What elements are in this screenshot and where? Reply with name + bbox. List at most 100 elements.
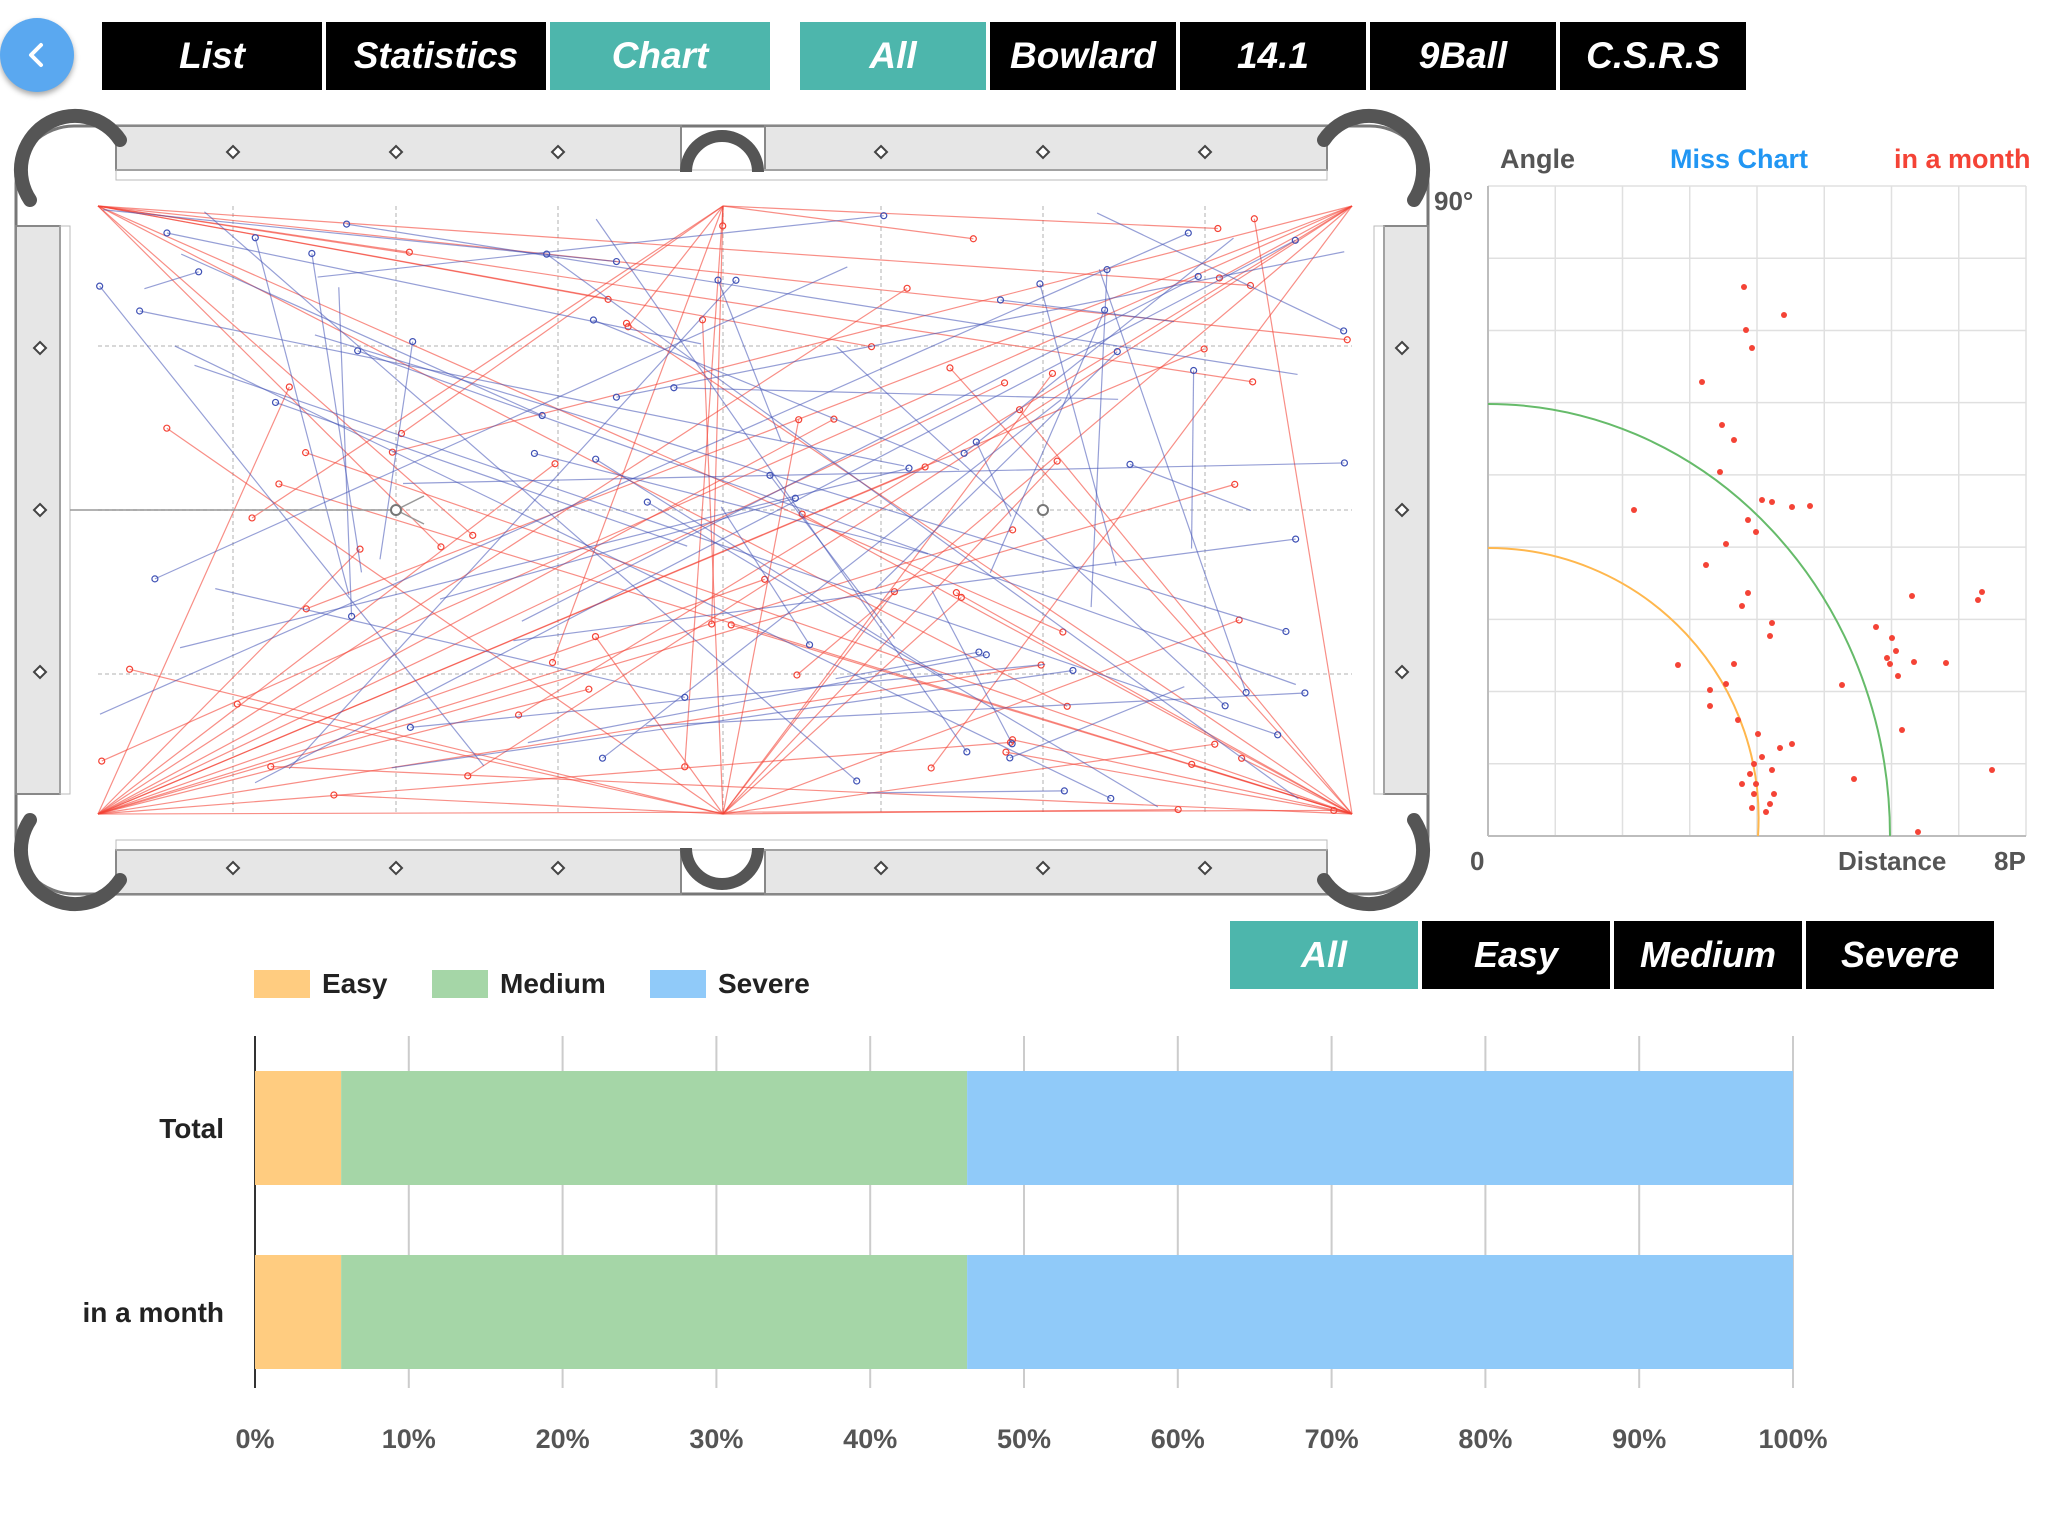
tab-bowlard[interactable]: Bowlard	[990, 22, 1176, 90]
ball-position-red	[624, 323, 632, 331]
ball-position-red	[548, 658, 557, 667]
shot-line-blue	[317, 215, 884, 278]
shot-line-blue	[144, 271, 199, 290]
shot-line-blue	[1190, 370, 1195, 549]
shot-line-red	[626, 322, 1353, 815]
tab-9ball[interactable]: 9Ball	[1370, 22, 1556, 90]
legend-severe-label: Severe	[718, 968, 810, 999]
shot-line-red	[97, 418, 835, 815]
shot-line-blue	[975, 441, 1012, 517]
miss-point	[1739, 603, 1745, 609]
miss-point	[1989, 767, 1995, 773]
miss-point	[1749, 345, 1755, 351]
miss-point	[1707, 703, 1713, 709]
x-tick-label: 80%	[1458, 1424, 1512, 1454]
ball-position-red	[1231, 480, 1239, 488]
ball-position-red	[1238, 754, 1246, 762]
ball-position-blue	[136, 307, 144, 315]
ball-position-blue	[960, 449, 968, 457]
shot-line-blue	[439, 497, 796, 600]
back-button[interactable]	[0, 18, 74, 92]
shot-line-red	[684, 205, 724, 767]
shot-line-red	[701, 319, 724, 815]
ball-position-blue	[538, 411, 546, 420]
shot-line-red	[97, 205, 442, 548]
miss-point	[1741, 284, 1747, 290]
ball-position-red	[275, 480, 283, 488]
tab-chart[interactable]: Chart	[550, 22, 770, 90]
miss-point	[1731, 437, 1737, 443]
shot-line-red	[97, 287, 908, 815]
miss-point	[1699, 379, 1705, 385]
ball-position-blue	[530, 449, 539, 458]
ball-position-blue	[195, 268, 203, 276]
status-time: 23:11	[996, 4, 1045, 26]
shot-line-blue	[769, 474, 896, 639]
ball-position-blue	[343, 220, 351, 228]
miss-point	[1807, 503, 1813, 509]
legend-severe-swatch	[650, 970, 706, 998]
filter-severe[interactable]: Severe	[1806, 921, 1994, 989]
ball-position-blue	[163, 229, 171, 237]
miss-chart-title: Miss Chart	[1670, 144, 1809, 174]
miss-point	[1789, 741, 1795, 747]
ball-position-red	[1343, 336, 1351, 344]
shot-line-blue	[647, 501, 1159, 808]
shot-line-blue	[867, 790, 1065, 794]
x-tick-label: 0%	[235, 1424, 274, 1454]
tab-all-games[interactable]: All	[800, 22, 986, 90]
shot-line-red	[97, 529, 1013, 815]
shot-line-blue	[311, 253, 363, 573]
miss-point	[1873, 624, 1879, 630]
legend-easy-swatch	[254, 970, 310, 998]
miss-point	[1911, 659, 1917, 665]
ball-position-blue	[96, 282, 104, 290]
shot-line-blue	[521, 275, 1199, 622]
ball-position-blue	[1008, 740, 1016, 748]
ball-position-red	[285, 383, 293, 391]
miss-point	[1731, 661, 1737, 667]
ball-position-blue	[251, 234, 259, 242]
ball-position-blue	[308, 249, 316, 258]
shot-line-blue	[593, 319, 960, 471]
ball-position-blue	[905, 464, 913, 472]
miss-point	[1739, 781, 1745, 787]
ball-position-blue	[732, 276, 740, 284]
shot-line-blue	[391, 669, 1074, 769]
miss-chart-x-label: Distance	[1838, 846, 1947, 876]
ball-position-blue	[1190, 366, 1198, 375]
shot-line-red	[722, 373, 1053, 815]
ball-position-blue	[975, 648, 983, 656]
tab-14-1[interactable]: 14.1	[1180, 22, 1366, 90]
shot-line-blue	[254, 239, 1296, 784]
shot-line-red	[1253, 218, 1353, 815]
shot-line-blue	[314, 334, 1287, 633]
diamond-marker	[225, 144, 241, 160]
ball-position-red	[830, 415, 838, 423]
ball-position-red	[248, 514, 256, 522]
miss-point	[1781, 312, 1787, 318]
ball-position-red	[437, 543, 445, 551]
tab-csrs[interactable]: C.S.R.S	[1560, 22, 1746, 90]
shot-line-red	[97, 205, 1253, 383]
miss-point	[1707, 687, 1713, 693]
ball-position-blue	[805, 641, 814, 649]
shot-line-blue	[204, 211, 858, 782]
filter-medium[interactable]: Medium	[1614, 921, 1802, 989]
x-tick-label: 70%	[1305, 1424, 1359, 1454]
diamond-marker	[32, 664, 48, 680]
ball-position-red	[946, 364, 954, 372]
shot-line-red	[1019, 409, 1353, 815]
shot-line-blue	[717, 279, 782, 442]
filter-all[interactable]: All	[1230, 921, 1418, 989]
miss-chart-origin: 0	[1470, 846, 1485, 876]
shot-line-red	[97, 205, 1064, 633]
tab-list[interactable]: List	[102, 22, 322, 90]
tab-statistics[interactable]: Statistics	[326, 22, 546, 90]
filter-easy[interactable]: Easy	[1422, 921, 1610, 989]
shot-line-red	[1005, 751, 1353, 815]
ball-position-red	[903, 284, 911, 292]
legend-severe: Severe	[650, 968, 810, 1000]
shot-line-red	[305, 452, 1353, 815]
